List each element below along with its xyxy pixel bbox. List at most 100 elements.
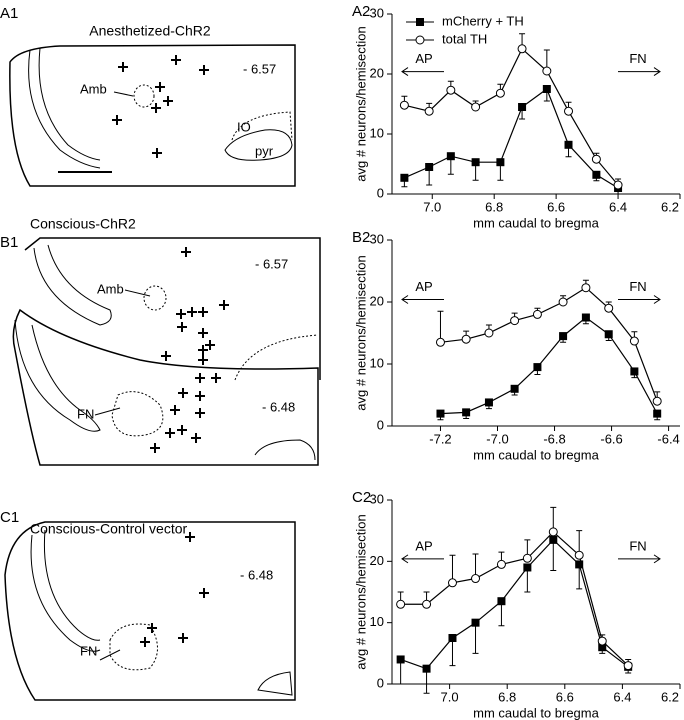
- marker: [559, 332, 568, 341]
- x-tick-label: -7.2: [429, 431, 451, 446]
- cross: [199, 65, 209, 75]
- annotation: AP: [415, 51, 432, 66]
- panel-label: A1: [0, 5, 18, 22]
- x-tick-label: -6.4: [657, 431, 679, 446]
- region-label: IO: [237, 119, 251, 134]
- panel-label: C2: [352, 489, 371, 506]
- region-label: Amb: [80, 81, 107, 96]
- marker: [523, 563, 532, 572]
- marker: [581, 313, 590, 322]
- region-label: Amb: [97, 281, 124, 296]
- annotation: AP: [415, 538, 432, 553]
- x-axis-label: mm caudal to bregma: [473, 215, 599, 230]
- panel-label: B2: [352, 229, 370, 246]
- marker: [436, 409, 445, 418]
- chart: A2 0 10 20 30 7.0 6.8 6.6 6.4 6.2 mm caudal to bre…: [352, 3, 681, 230]
- cross: [198, 328, 208, 338]
- marker: [496, 158, 505, 167]
- marker: [424, 106, 434, 116]
- marker: [471, 618, 480, 627]
- marker: [575, 560, 584, 569]
- annotation: FN: [629, 51, 646, 66]
- x-tick-label: 6.6: [547, 199, 565, 214]
- y-axis-label: avg # neurons/hemisection: [353, 514, 368, 669]
- y-tick-label: 0: [377, 675, 384, 690]
- marker: [581, 283, 591, 293]
- arrow: [618, 554, 661, 564]
- marker: [558, 297, 568, 307]
- y-tick-label: 10: [370, 614, 384, 629]
- marker: [435, 337, 445, 347]
- cross: [171, 55, 181, 65]
- error-bar: [449, 554, 456, 583]
- marker: [396, 655, 405, 664]
- cross: [187, 307, 197, 317]
- cross: [163, 96, 173, 106]
- marker: [542, 85, 551, 93]
- cross: [118, 62, 128, 72]
- marker: [533, 363, 542, 372]
- marker: [613, 180, 623, 190]
- cross: [161, 351, 171, 361]
- marker: [462, 408, 471, 417]
- y-axis-label: avg # neurons/hemisection: [353, 255, 368, 410]
- x-tick-label: 6.4: [613, 689, 631, 704]
- marker: [574, 550, 584, 560]
- marker: [604, 303, 614, 313]
- cross: [112, 115, 122, 125]
- marker: [461, 334, 471, 344]
- series-line: [400, 539, 629, 670]
- marker: [518, 103, 527, 111]
- marker: [446, 85, 456, 95]
- annotation: FN: [629, 538, 646, 553]
- x-tick-label: 6.8: [485, 199, 503, 214]
- marker: [425, 163, 434, 171]
- chart: B2 0 10 20 30 -7.2 -7.0 -6.8 -6.6 -6.4 mm caudal t…: [352, 229, 680, 462]
- x-tick-label: 6.4: [609, 199, 627, 214]
- cross: [181, 247, 191, 257]
- marker: [652, 396, 662, 406]
- error-bar: [449, 638, 456, 667]
- region-label: FN: [80, 643, 97, 658]
- cross: [178, 633, 188, 643]
- cross: [150, 443, 160, 453]
- error-bar: [423, 668, 430, 694]
- marker: [497, 597, 506, 606]
- marker: [496, 559, 506, 569]
- x-tick-label: 6.6: [556, 689, 574, 704]
- chart: C2 0 10 20 30 7.0 6.8 6.6 6.4 6.2 mm caudal to bre…: [352, 489, 681, 720]
- series-line: [400, 531, 629, 667]
- arrow: [401, 67, 444, 77]
- level-label: - 6.57: [255, 256, 288, 271]
- marker: [510, 384, 519, 393]
- marker: [422, 599, 432, 609]
- cross: [155, 82, 165, 92]
- series-line: [440, 316, 658, 415]
- anatomy-labels: A1 Anesthetized-ChR2 - 6.57 Amb IO pyr B…: [0, 5, 295, 658]
- error-bar: [576, 564, 583, 590]
- cross: [147, 623, 157, 633]
- marker: [495, 88, 505, 98]
- x-tick-label: 6.8: [498, 689, 516, 704]
- arrow: [401, 554, 444, 564]
- y-tick-label: 10: [370, 125, 384, 140]
- anatomy-drawings: [4, 44, 321, 701]
- marker: [471, 574, 481, 584]
- cross: [165, 428, 175, 438]
- panel-label: C1: [0, 509, 19, 526]
- x-tick-label: 7.0: [441, 689, 459, 704]
- cross: [177, 322, 187, 332]
- x-tick-label: -6.8: [543, 431, 565, 446]
- marker: [564, 106, 574, 116]
- marker: [400, 173, 409, 182]
- arrow: [618, 295, 661, 304]
- y-tick-label: 0: [377, 185, 384, 200]
- cross: [198, 307, 208, 317]
- marker: [653, 409, 662, 418]
- marker: [592, 170, 601, 179]
- error-bar: [437, 310, 444, 343]
- y-tick-label: 0: [377, 417, 384, 432]
- panel-label: B1: [0, 234, 18, 251]
- marker: [471, 158, 480, 167]
- y-tick-label: 20: [370, 553, 384, 568]
